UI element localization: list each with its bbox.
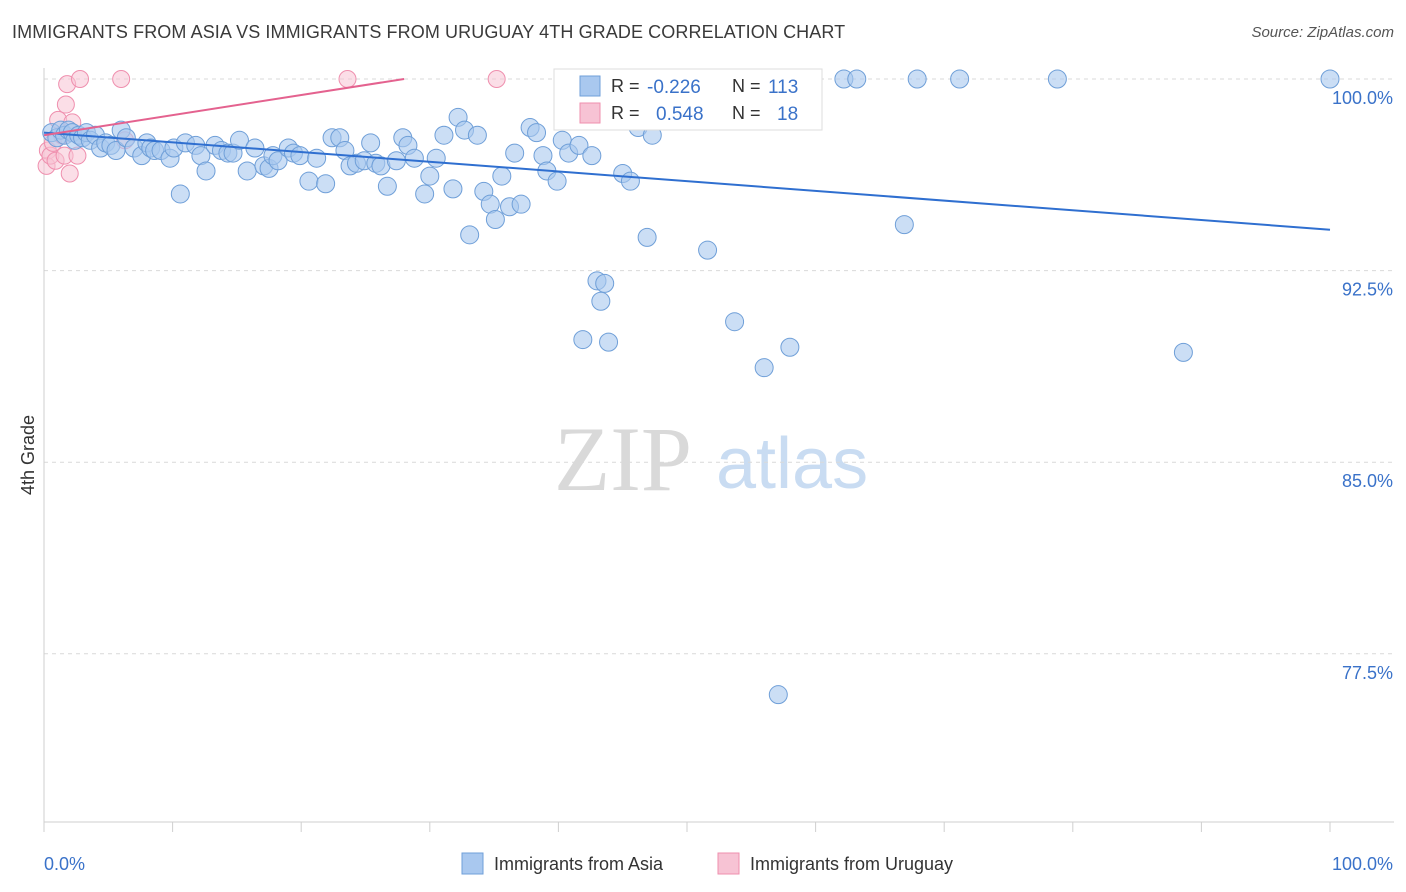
correlation-legend: R = -0.226 N = 113 R = 0.548 N = 18 — [553, 68, 823, 131]
asia-point-100 — [725, 312, 745, 332]
legend-uruguay-swatch — [579, 102, 601, 124]
asia-point-109 — [1047, 69, 1067, 89]
x-axis-ticks — [43, 822, 1331, 832]
legend-bottom-asia-label: Immigrants from Asia — [494, 854, 664, 874]
y-axis-tick-labels: 100.0% 92.5% 85.0% 77.5% — [1332, 88, 1393, 683]
uruguay-point-8 — [56, 95, 75, 114]
asia-point-30 — [196, 161, 216, 181]
asia-point-45 — [299, 171, 319, 191]
asia-point-35 — [229, 130, 249, 150]
asia-point-69 — [460, 225, 480, 245]
chart-title: IMMIGRANTS FROM ASIA VS IMMIGRANTS FROM … — [12, 22, 846, 42]
y-tick-label-3: 77.5% — [1342, 663, 1393, 683]
watermark-atlas: atlas — [716, 424, 868, 504]
legend-asia-n-label: N = — [732, 76, 761, 96]
asia-point-105 — [847, 69, 867, 89]
asia-point-74 — [492, 166, 512, 186]
asia-point-107 — [907, 69, 927, 89]
legend-uruguay-n-value: 18 — [777, 104, 798, 125]
asia-point-70 — [467, 125, 487, 145]
asia-points — [42, 69, 1340, 705]
asia-point-106 — [894, 215, 914, 235]
y-tick-label-0: 100.0% — [1332, 88, 1393, 108]
uruguay-point-10 — [60, 164, 79, 183]
asia-point-36 — [237, 161, 257, 181]
asia-point-41 — [268, 151, 288, 171]
asia-point-26 — [170, 184, 190, 204]
legend-uruguay-n-label: N = — [732, 103, 761, 123]
uruguay-point-14 — [112, 70, 131, 88]
uruguay-point-15 — [338, 70, 357, 88]
asia-point-111 — [1320, 69, 1340, 89]
asia-point-65 — [434, 125, 454, 145]
legend-bottom-uruguay-swatch — [717, 852, 740, 875]
asia-point-77 — [511, 194, 531, 214]
asia-point-86 — [573, 330, 593, 350]
axes — [43, 68, 1394, 823]
asia-point-99 — [698, 240, 718, 260]
watermark: ZIP atlas — [554, 408, 868, 510]
asia-point-64 — [426, 148, 446, 168]
asia-point-76 — [505, 143, 525, 163]
asia-point-61 — [404, 148, 424, 168]
x-tick-label-0: 0.0% — [44, 854, 85, 874]
asia-point-110 — [1173, 342, 1193, 362]
legend-asia-swatch — [579, 75, 601, 97]
asia-point-82 — [547, 171, 567, 191]
legend-asia-r-label: R = — [611, 76, 640, 96]
asia-point-108 — [950, 69, 970, 89]
asia-point-91 — [599, 332, 619, 352]
legend-asia-n-value: 113 — [768, 77, 798, 98]
series-legend: Immigrants from Asia Immigrants from Uru… — [461, 852, 953, 875]
y-tick-label-2: 85.0% — [1342, 471, 1393, 491]
asia-point-79 — [527, 123, 547, 143]
uruguay-trend-line — [43, 78, 405, 137]
asia-point-66 — [443, 179, 463, 199]
asia-trend-line — [43, 131, 1331, 231]
asia-point-73 — [485, 210, 505, 230]
asia-point-47 — [316, 174, 336, 194]
asia-point-103 — [780, 337, 800, 357]
asia-point-54 — [361, 133, 381, 153]
asia-point-87 — [582, 146, 602, 166]
uruguay-point-16 — [487, 70, 506, 88]
asia-point-101 — [754, 358, 774, 378]
asia-point-90 — [595, 273, 615, 293]
asia-point-93 — [620, 171, 640, 191]
asia-point-89 — [591, 291, 611, 311]
asia-point-58 — [386, 151, 406, 171]
asia-point-62 — [415, 184, 435, 204]
x-axis-tick-labels: 0.0% 100.0% — [44, 854, 1393, 874]
legend-uruguay-r-value: 0.548 — [656, 104, 704, 125]
asia-point-95 — [637, 227, 657, 247]
x-tick-label-1: 100.0% — [1332, 854, 1393, 874]
legend-bottom-uruguay-label: Immigrants from Uruguay — [750, 854, 953, 874]
uruguay-point-13 — [71, 70, 90, 88]
asia-point-44 — [290, 146, 310, 166]
asia-point-63 — [420, 166, 440, 186]
asia-point-102 — [768, 685, 788, 705]
asia-point-57 — [377, 176, 397, 196]
source-credit: Source: ZipAtlas.com — [1251, 24, 1394, 41]
legend-bottom-asia-swatch — [461, 852, 484, 875]
asia-point-85 — [569, 135, 589, 155]
legend-uruguay-r-label: R = — [611, 103, 640, 123]
watermark-zip: ZIP — [554, 408, 692, 510]
legend-asia-r-value: -0.226 — [647, 77, 701, 98]
trend-lines — [43, 78, 1331, 231]
y-tick-label-1: 92.5% — [1342, 280, 1393, 300]
y-axis-label: 4th Grade — [18, 415, 38, 495]
uruguay-point-12 — [68, 146, 87, 165]
